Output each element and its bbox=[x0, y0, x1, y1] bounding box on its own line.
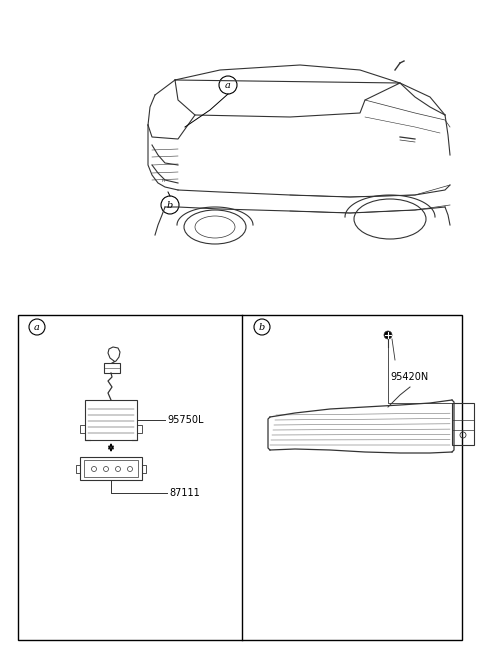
Text: 95420N: 95420N bbox=[390, 372, 428, 382]
Bar bbox=[104, 363, 120, 373]
Text: a: a bbox=[34, 322, 40, 331]
Bar bbox=[18, 315, 462, 640]
Bar bbox=[80, 457, 142, 480]
Bar bbox=[137, 425, 142, 433]
Circle shape bbox=[384, 331, 392, 339]
Bar bbox=[84, 460, 138, 477]
Text: b: b bbox=[167, 200, 173, 210]
Bar bbox=[452, 403, 474, 445]
Text: 87111: 87111 bbox=[169, 488, 200, 498]
Text: b: b bbox=[259, 322, 265, 331]
Text: 95750L: 95750L bbox=[167, 415, 204, 425]
Text: ᴴ: ᴴ bbox=[161, 180, 165, 186]
Bar bbox=[80, 425, 85, 433]
Bar bbox=[85, 400, 137, 440]
Text: a: a bbox=[225, 81, 231, 90]
